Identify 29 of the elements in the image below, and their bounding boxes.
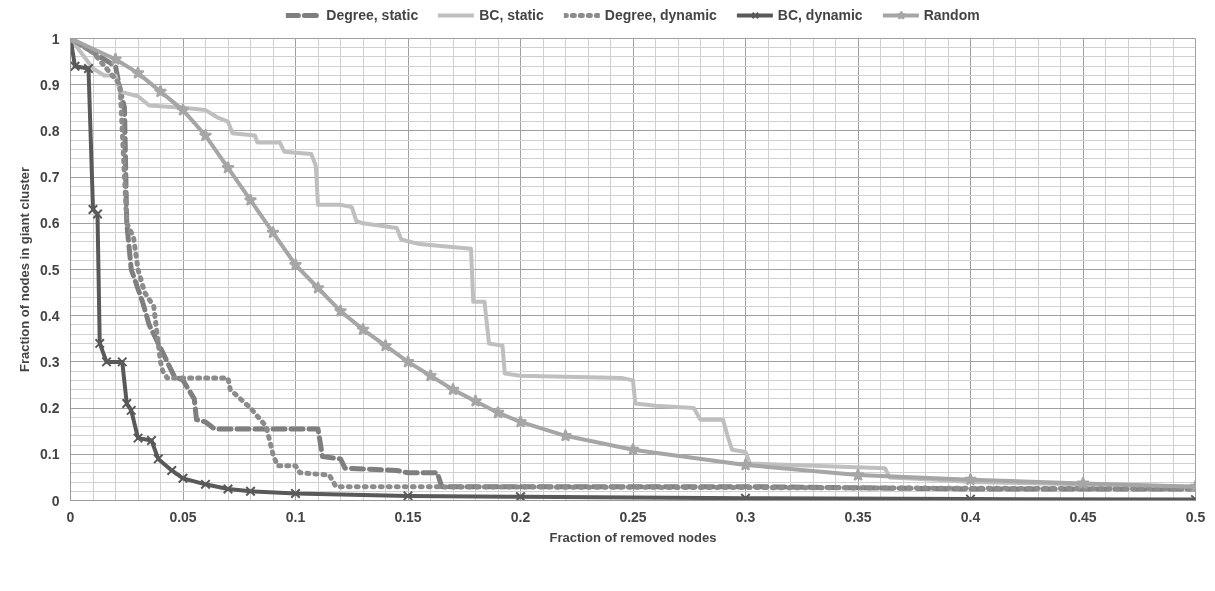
legend-label: BC, dynamic: [777, 7, 863, 23]
x-tick-label: 0.4: [960, 508, 981, 525]
legend-label: Degree, static: [326, 7, 419, 23]
x-tick-label: 0.1: [285, 508, 306, 525]
x-tick-label: 0.35: [844, 508, 872, 525]
y-tick-label: 0.4: [40, 307, 60, 324]
y-tick-label: 0.6: [40, 215, 60, 232]
x-tick-label: 0.25: [619, 508, 647, 525]
y-axis-title: Fraction of nodes in giant cluster: [17, 166, 33, 373]
y-tick-label: 0.2: [40, 400, 60, 417]
x-tick-label: 0.15: [394, 508, 422, 525]
y-tick-label: 1: [51, 30, 60, 47]
legend-label: BC, static: [479, 7, 544, 23]
y-tick-label: 0.5: [40, 261, 60, 278]
y-tick-label: 0.7: [40, 169, 60, 186]
x-tick-label: 0.3: [735, 508, 756, 525]
x-tick-label: 0.5: [1185, 508, 1206, 525]
y-tick-label: 0.1: [40, 446, 60, 463]
legend-label: Degree, dynamic: [604, 7, 717, 23]
y-tick-label: 0: [51, 492, 60, 509]
x-tick-label: 0.05: [169, 508, 197, 525]
x-tick-label: 0.2: [510, 508, 531, 525]
x-tick-label: 0.45: [1069, 508, 1097, 525]
y-tick-label: 0.3: [40, 353, 60, 370]
x-axis-title: Fraction of removed nodes: [549, 529, 717, 545]
y-tick-label: 0.9: [40, 76, 60, 93]
x-tick-label: 0: [66, 508, 75, 525]
legend-label: Random: [923, 7, 980, 23]
y-tick-label: 0.8: [40, 122, 60, 139]
